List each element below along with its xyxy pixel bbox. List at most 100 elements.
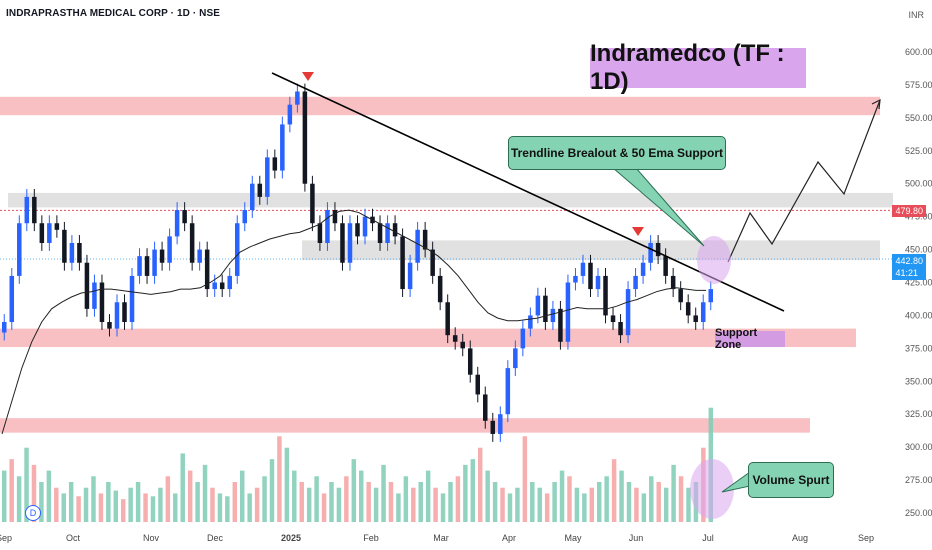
candle-body [129, 275, 135, 323]
volume-bar [195, 482, 200, 522]
volume-bar [641, 493, 647, 522]
candle-body [92, 282, 97, 309]
y-tick-label: 350.00 [905, 376, 932, 386]
volume-bar [500, 487, 505, 522]
volume-bar [678, 476, 684, 522]
x-tick-label: May [564, 533, 582, 543]
candle-body [32, 196, 37, 224]
candle-body [17, 223, 22, 276]
candle-body [528, 315, 533, 329]
volume-bar [373, 487, 379, 522]
zone-support-3 [0, 328, 856, 348]
candle-body [197, 249, 202, 263]
candle-body [24, 196, 30, 224]
candle-body [144, 256, 150, 276]
volume-bar [16, 476, 22, 522]
candle-body [340, 223, 345, 263]
volume-bar [321, 493, 327, 522]
y-tick-label: 325.00 [905, 409, 932, 419]
last-price-value: 442.80 [895, 256, 923, 266]
d-badge-icon[interactable]: D [25, 505, 41, 521]
candle-body [234, 223, 240, 276]
volume-bar [180, 453, 185, 522]
volume-bar [202, 464, 208, 522]
candle-body [242, 210, 248, 224]
candle-body [54, 223, 60, 230]
candle-body [663, 256, 668, 276]
volume-bar [455, 476, 461, 522]
marker-triangle [632, 227, 644, 236]
volume-bar [106, 482, 111, 522]
volume-bar [2, 470, 7, 522]
candle-body [648, 242, 653, 263]
volume-bar [217, 493, 223, 522]
volume-bar [381, 464, 386, 522]
candle-body [114, 302, 120, 329]
volume-bar [567, 476, 572, 522]
y-tick-label: 500.00 [905, 179, 932, 189]
volume-bar [619, 470, 624, 522]
candle-body [310, 183, 315, 224]
volume-bar [351, 459, 357, 522]
candle-body [543, 295, 548, 323]
volume-bar [478, 447, 483, 522]
volume-bar [388, 482, 394, 522]
volume-bar [433, 487, 438, 522]
volume-bar [46, 470, 52, 522]
volume-bar [98, 493, 104, 522]
volume-bar [299, 482, 304, 522]
volume-bar [240, 470, 245, 522]
candle-body [332, 210, 338, 224]
volume-bar [552, 482, 557, 522]
candle-body [62, 229, 67, 263]
candle-body [385, 223, 390, 243]
candle-body [317, 223, 323, 243]
y-tick-label: 450.00 [905, 245, 932, 255]
volume-bar [336, 487, 342, 522]
zone-breakout-2 [302, 240, 880, 261]
candle-body [685, 302, 691, 316]
y-tick-label: 250.00 [905, 508, 932, 518]
volume-bar [225, 496, 230, 522]
candle-body [550, 308, 556, 323]
candle-body [573, 275, 578, 283]
candle-body [430, 249, 435, 276]
candle-body [520, 328, 526, 349]
projected-arrow-head [871, 98, 881, 110]
volume-bar [76, 496, 81, 522]
volume-bar [68, 482, 74, 522]
candle-body [452, 335, 458, 342]
volume-bar [522, 436, 528, 522]
volume-bar [574, 487, 580, 522]
candle-body [99, 282, 105, 323]
candle-body [39, 223, 45, 243]
price-tag-red-level: 479.80 [892, 205, 926, 217]
candle-body [347, 223, 353, 263]
candle-body [287, 104, 293, 125]
candle-body [295, 91, 300, 105]
volume-bar [143, 493, 148, 522]
volume-bar [83, 487, 89, 522]
candle-body [640, 262, 646, 276]
candle-body [467, 348, 473, 375]
candle-body [9, 275, 15, 323]
x-tick-label: Sep [858, 533, 874, 543]
candle-body [437, 275, 443, 303]
candle-body [280, 124, 285, 171]
volume-bar [671, 464, 676, 522]
volume-bar [314, 476, 319, 522]
volume-bar [262, 476, 267, 522]
candle-body [189, 223, 195, 263]
y-tick-label: 525.00 [905, 146, 932, 156]
candle-body [565, 282, 571, 342]
candle-body [625, 289, 631, 336]
y-tick-label: 275.00 [905, 475, 932, 485]
candle-body [182, 210, 187, 224]
candle-body [678, 289, 683, 303]
y-tick-label: 375.00 [905, 343, 932, 353]
candle-body [475, 374, 481, 395]
volume-bar [54, 487, 59, 522]
candle-body [505, 368, 511, 415]
y-tick-label: 600.00 [905, 47, 932, 57]
